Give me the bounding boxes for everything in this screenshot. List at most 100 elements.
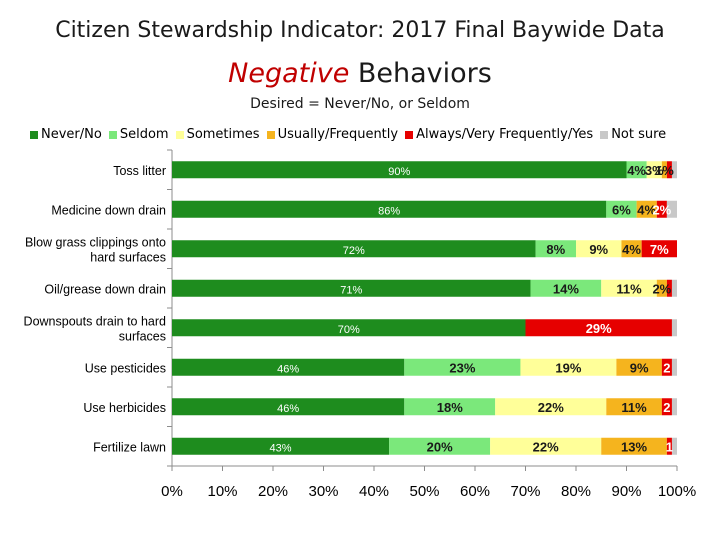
category-label: Oil/grease down drain — [44, 282, 166, 296]
bar-segment — [671, 319, 677, 337]
bar-segment — [671, 398, 677, 416]
legend-swatch — [600, 130, 609, 139]
data-label: 86% — [378, 205, 400, 217]
data-label: 2% — [652, 202, 671, 217]
data-label: 4% — [627, 163, 646, 178]
x-tick-label: 0% — [161, 483, 183, 500]
bar-segment — [172, 279, 531, 297]
bar-segment — [172, 358, 405, 376]
data-label: 20% — [427, 439, 453, 454]
x-tick-label: 90% — [611, 483, 641, 500]
bar-segment — [621, 240, 642, 258]
desired-note: Desired = Never/No, or Seldom — [250, 96, 470, 112]
bar-segment — [666, 200, 677, 218]
data-label: 46% — [277, 363, 299, 375]
data-label: 23% — [449, 360, 475, 375]
legend-label: Not sure — [611, 127, 667, 142]
bar-segment — [671, 437, 677, 455]
bar-segment — [641, 240, 677, 258]
legend-swatch — [108, 130, 117, 139]
subtitle-emphasis: Negative — [228, 58, 350, 89]
category-label: Blow grass clippings onto — [25, 235, 166, 249]
data-label: 72% — [343, 245, 365, 257]
bar-segment — [666, 437, 672, 455]
x-tick-label: 10% — [207, 483, 237, 500]
category-label: Use pesticides — [85, 361, 166, 375]
legend-swatch — [405, 130, 414, 139]
category-label: Fertilize lawn — [93, 440, 166, 454]
data-label: 70% — [338, 324, 360, 336]
bar-segment — [490, 437, 602, 455]
bar-segment — [656, 279, 667, 297]
data-label: 22% — [533, 439, 559, 454]
x-tick-label: 80% — [561, 483, 591, 500]
category-label: hard surfaces — [90, 250, 166, 264]
x-tick-label: 40% — [359, 483, 389, 500]
data-label: 29% — [586, 321, 612, 336]
legend-label: Usually/Frequently — [277, 127, 399, 142]
bar-segment — [172, 319, 526, 337]
bar-segment — [626, 161, 647, 179]
data-label: 4% — [637, 202, 656, 217]
legend-item: Never/No — [30, 127, 102, 142]
x-tick-label: 20% — [258, 483, 288, 500]
data-label: 46% — [277, 403, 299, 415]
bar-segment — [601, 279, 657, 297]
data-label: 2 — [663, 360, 670, 375]
bar-segment — [520, 358, 617, 376]
data-label: 18% — [437, 400, 463, 415]
category-label: Downspouts drain to hard — [24, 314, 166, 328]
category-label: Toss litter — [113, 164, 166, 178]
x-tick-label: 70% — [510, 483, 540, 500]
data-label: 3% — [645, 163, 664, 178]
data-label: 90% — [388, 166, 410, 178]
bar-segment — [172, 398, 405, 416]
data-label: 8% — [546, 242, 565, 257]
bar-segment — [661, 358, 672, 376]
data-label: 9% — [589, 242, 608, 257]
legend-item: Always/Very Frequently/Yes — [405, 127, 593, 142]
data-label: 14% — [553, 281, 579, 296]
bar-segment — [616, 358, 662, 376]
data-label: 11% — [621, 400, 647, 415]
legend-label: Never/No — [41, 127, 102, 142]
chart-subtitle: Negative Behaviors — [0, 58, 720, 89]
chart-title: Citizen Stewardship Indicator: 2017 Fina… — [55, 18, 665, 43]
x-tick-label: 50% — [409, 483, 439, 500]
subtitle-rest: Behaviors — [349, 58, 492, 89]
bar-segment — [404, 358, 521, 376]
legend-item: Seldom — [108, 127, 169, 142]
data-label: 2 — [663, 400, 670, 415]
bar-segment — [172, 240, 536, 258]
data-label: 11% — [616, 281, 642, 296]
bar-segment — [576, 240, 622, 258]
data-label: 4% — [622, 242, 641, 257]
bar-segment — [495, 398, 607, 416]
legend-item: Sometimes — [175, 127, 260, 142]
data-label: 22% — [538, 400, 564, 415]
bar-segment — [172, 437, 390, 455]
bar-segment — [666, 279, 672, 297]
data-label: 2% — [652, 281, 671, 296]
bar-segment — [404, 398, 496, 416]
bar-segment — [535, 240, 576, 258]
bar-segment — [666, 161, 672, 179]
data-label: 71% — [340, 284, 362, 296]
x-tick-label: 30% — [308, 483, 338, 500]
bar-segment — [671, 161, 677, 179]
legend-swatch — [175, 130, 184, 139]
data-label: 7% — [650, 242, 669, 257]
legend-label: Always/Very Frequently/Yes — [416, 127, 594, 142]
legend-swatch — [30, 130, 38, 139]
data-label: 1% — [655, 163, 674, 178]
legend-item: Not sure — [600, 127, 666, 142]
bar-segment — [671, 279, 677, 297]
data-label: 43% — [270, 442, 292, 454]
bar-segment — [636, 200, 657, 218]
data-label: 19% — [555, 360, 581, 375]
data-label: 1 — [666, 439, 673, 454]
data-label: 6% — [612, 202, 631, 217]
legend-label: Seldom — [119, 127, 169, 142]
x-tick-label: 60% — [460, 483, 490, 500]
